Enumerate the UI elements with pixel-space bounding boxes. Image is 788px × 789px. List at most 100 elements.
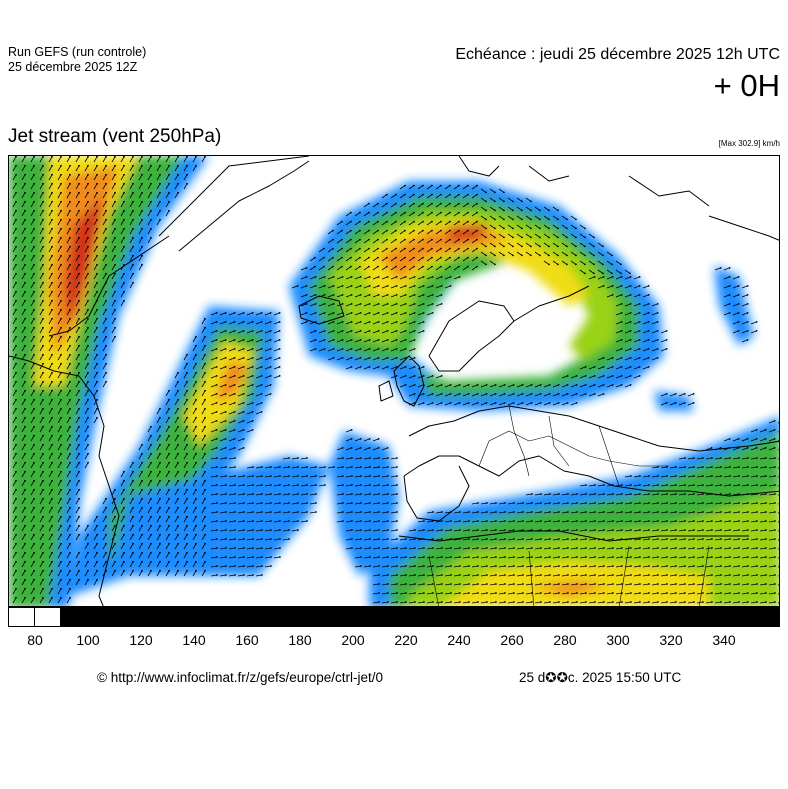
wind-arrow-head xyxy=(386,366,389,368)
wind-arrow-head xyxy=(132,272,134,275)
wind-arrow-head xyxy=(737,303,740,305)
wind-arrow xyxy=(66,336,71,343)
wind-arrow-head xyxy=(315,493,317,495)
wind-arrow-head xyxy=(377,339,380,341)
wind-arrow-head xyxy=(51,299,53,302)
wind-arrow xyxy=(318,484,325,487)
wind-arrow-head xyxy=(630,475,632,477)
wind-arrow xyxy=(138,228,143,235)
wind-arrow xyxy=(21,399,26,406)
wind-arrow xyxy=(687,565,694,568)
wind-arrow-head xyxy=(96,569,98,572)
wind-arrow-head xyxy=(216,511,218,513)
wind-arrow xyxy=(138,498,143,505)
wind-arrow xyxy=(525,547,532,550)
wind-arrow-head xyxy=(234,502,236,504)
wind-arrow xyxy=(138,525,143,532)
wind-arrow-head xyxy=(495,556,497,558)
wind-arrow-head xyxy=(387,556,389,558)
wind-arrow-head xyxy=(114,533,116,536)
wind-arrow xyxy=(57,363,62,370)
wind-arrow xyxy=(516,520,523,523)
wind-arrow xyxy=(426,538,433,541)
wind-arrow-head xyxy=(387,583,389,585)
wind-arrow-head xyxy=(15,173,17,176)
wind-arrow xyxy=(588,547,595,550)
wind-arrow xyxy=(282,538,289,541)
wind-arrow xyxy=(579,269,586,274)
wind-arrow-head xyxy=(765,493,767,495)
wind-arrow-head xyxy=(24,200,26,203)
wind-arrow xyxy=(579,556,586,559)
wind-arrow xyxy=(534,583,541,586)
wind-arrow xyxy=(534,538,541,541)
wind-arrow xyxy=(453,583,460,586)
wind-arrow-head xyxy=(684,520,686,522)
wind-arrow-head xyxy=(567,520,569,522)
wind-arrow-head xyxy=(720,529,722,531)
wind-arrow-head xyxy=(33,317,35,320)
wind-arrow-head xyxy=(51,156,53,158)
wind-arrow xyxy=(66,183,71,190)
wind-arrow-head xyxy=(431,193,433,196)
wind-arrow xyxy=(336,230,343,235)
wind-arrow-head xyxy=(69,569,71,572)
wind-arrow xyxy=(147,201,152,208)
wind-arrow xyxy=(12,507,17,514)
wind-arrow xyxy=(336,257,343,262)
wind-arrow xyxy=(732,457,739,460)
wind-arrow-head xyxy=(495,601,497,603)
wind-arrow-head xyxy=(620,348,623,350)
wind-arrow-head xyxy=(69,200,71,203)
wind-arrow xyxy=(552,538,559,541)
wind-arrow-head xyxy=(141,173,143,176)
wind-arrow xyxy=(516,197,523,202)
wind-arrow-head xyxy=(78,380,80,383)
wind-arrow-head xyxy=(78,173,80,176)
wind-arrow-head xyxy=(69,182,71,185)
wind-arrow xyxy=(660,348,667,352)
wind-arrow-head xyxy=(423,556,425,558)
wind-arrow xyxy=(660,556,667,559)
wind-arrow xyxy=(156,417,161,424)
wind-arrow xyxy=(156,570,161,577)
wind-arrow xyxy=(102,345,107,352)
wind-arrow xyxy=(237,330,244,334)
wind-arrow xyxy=(12,291,17,298)
wind-arrow xyxy=(462,212,469,217)
wind-arrow xyxy=(714,529,721,532)
wind-arrow xyxy=(444,565,451,568)
wind-arrow xyxy=(453,248,460,253)
wind-arrow xyxy=(66,345,71,352)
wind-arrow xyxy=(30,183,35,190)
wind-arrow xyxy=(84,426,89,433)
wind-arrow-head xyxy=(485,393,488,395)
wind-arrow-head xyxy=(233,384,236,386)
wind-arrow xyxy=(57,318,62,325)
wind-arrow-head xyxy=(539,254,541,257)
wind-arrow-head xyxy=(702,556,704,558)
wind-arrow-head xyxy=(621,583,623,585)
wind-arrow-head xyxy=(132,533,134,536)
wind-arrow xyxy=(417,221,424,226)
wind-arrow xyxy=(39,390,44,397)
wind-arrow xyxy=(444,285,451,289)
wind-arrow-head xyxy=(233,411,236,413)
wind-arrow-head xyxy=(585,493,587,495)
wind-arrow-head xyxy=(747,547,749,549)
wind-arrow xyxy=(255,529,262,532)
wind-arrow-head xyxy=(422,229,424,232)
wind-arrow xyxy=(723,574,730,577)
wind-arrow-head xyxy=(404,357,407,359)
wind-arrow-head xyxy=(224,357,227,359)
wind-arrow xyxy=(687,493,694,496)
wind-arrow xyxy=(39,246,44,253)
wind-arrow-head xyxy=(69,209,71,212)
wind-arrow-head xyxy=(468,547,470,549)
wind-arrow xyxy=(336,502,343,505)
wind-arrow xyxy=(552,206,559,211)
wind-arrow xyxy=(30,165,35,172)
wind-arrow xyxy=(75,291,80,298)
wind-arrow-head xyxy=(114,524,116,527)
wind-arrow xyxy=(120,489,125,496)
